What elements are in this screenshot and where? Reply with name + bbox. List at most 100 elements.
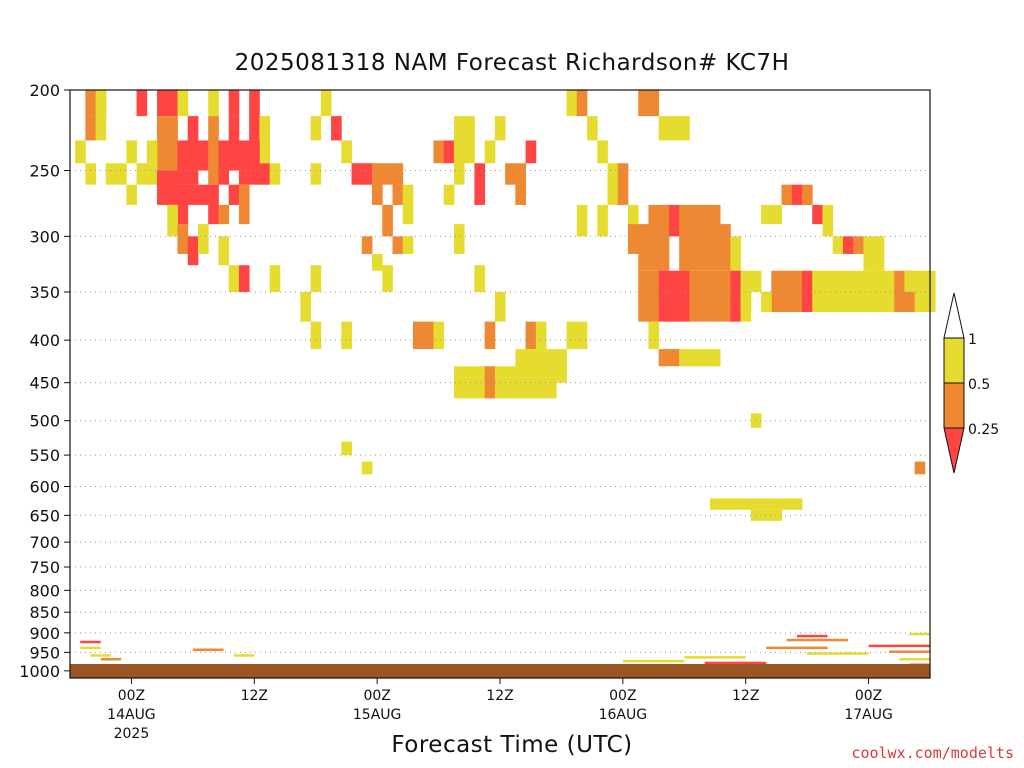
heatmap-cell (208, 90, 219, 117)
boundary-layer-cell (684, 656, 746, 659)
heatmap-cell (658, 270, 670, 322)
heatmap-cell (412, 321, 424, 350)
heatmap-cell (187, 184, 199, 205)
heatmap-cell (781, 270, 793, 313)
heatmap-cell (525, 321, 537, 350)
heatmap-cell (761, 498, 772, 510)
heatmap-cell (310, 321, 322, 350)
heatmap-cell (658, 349, 670, 367)
heatmap-cell (494, 116, 506, 141)
heatmap-cell (310, 116, 322, 141)
y-tick-label: 850 (29, 603, 60, 622)
heatmap-cell (679, 270, 690, 322)
heatmap-cell (668, 204, 680, 237)
heatmap-cell (802, 270, 813, 313)
heatmap-cell (576, 204, 588, 237)
heatmap-cell (157, 170, 168, 205)
heatmap-cell (730, 236, 741, 271)
heatmap-cell (576, 321, 588, 350)
heatmap-cell (597, 140, 608, 164)
heatmap-cell (228, 116, 240, 171)
heatmap-cell (382, 163, 393, 185)
heatmap-cell (679, 204, 690, 271)
y-tick-label: 750 (29, 558, 60, 577)
heatmap-cell (771, 270, 782, 313)
heatmap-cell (689, 270, 701, 322)
heatmap-cell (771, 509, 782, 521)
heatmap-cell (443, 184, 455, 205)
x-tick-label: 12Z (241, 688, 268, 704)
y-tick-label: 200 (29, 81, 60, 100)
heatmap-cell (177, 184, 189, 225)
heatmap-cell (699, 270, 711, 322)
y-tick-label: 250 (29, 162, 60, 181)
heatmap-cell (382, 265, 393, 292)
boundary-layer-cell (622, 659, 685, 663)
heatmap-cell (638, 224, 649, 271)
heatmap-cell (750, 413, 762, 428)
watermark: coolwx.com/modelts (851, 744, 1014, 762)
heatmap-cell (228, 265, 240, 292)
heatmap-cell (341, 441, 352, 456)
heatmap-cell (126, 140, 137, 164)
heatmap-cell (914, 461, 926, 475)
heatmap-cell (402, 184, 414, 225)
x-tick-label: 00Z (855, 688, 882, 704)
heatmap-cell (668, 270, 680, 322)
heatmap-cell (105, 163, 117, 185)
heatmap-cell (576, 90, 588, 117)
heatmap-cell (136, 90, 148, 117)
heatmap-cell (709, 204, 721, 271)
heatmap-cell (679, 116, 690, 141)
heatmap-cell (761, 204, 772, 225)
boundary-layer-cell (90, 654, 111, 657)
heatmap-cell (341, 140, 352, 164)
heatmap-cell (842, 236, 854, 254)
heatmap-cell (177, 224, 189, 254)
heatmap-cell (750, 270, 762, 292)
heatmap-cell (894, 270, 905, 313)
heatmap-cell (689, 204, 701, 271)
heatmap-cell (361, 236, 373, 254)
heatmap-cell (238, 265, 250, 292)
heatmap-cell (679, 349, 690, 367)
heatmap-cell (668, 116, 680, 141)
heatmap-cell (300, 291, 311, 322)
heatmap-cell (187, 236, 199, 266)
boundary-layer-cell (899, 657, 930, 661)
heatmap-cell (167, 90, 178, 117)
heatmap-cell (341, 321, 352, 350)
heatmap-cell (218, 236, 230, 266)
heatmap-cell (587, 116, 598, 141)
heatmap-cell (484, 140, 496, 164)
heatmap-cell (259, 163, 271, 185)
y-tick-label: 350 (29, 283, 60, 302)
y-tick-label: 950 (29, 643, 60, 662)
heatmap-cell (197, 224, 209, 254)
boundary-layer-cell (868, 644, 930, 648)
heatmap-cell (146, 163, 158, 185)
heatmap-cell (638, 90, 649, 117)
heatmap-cell (197, 140, 209, 171)
colorbar-label: 0.25 (968, 422, 999, 438)
heatmap-cell (699, 349, 711, 367)
heatmap-cell (842, 270, 854, 313)
heatmap-cell (85, 163, 96, 185)
heatmap-cell (238, 184, 250, 225)
heatmap-cell (218, 204, 230, 225)
heatmap-cell (269, 265, 281, 292)
heatmap-cell (331, 116, 342, 141)
heatmap-cell (566, 90, 578, 117)
heatmap-cell (269, 163, 281, 185)
heatmap-cell (791, 270, 803, 313)
heatmap-cell (617, 163, 629, 205)
heatmap-cell (556, 349, 567, 383)
heatmap-cell (904, 270, 916, 292)
heatmap-cell (535, 321, 547, 350)
heatmap-cell (740, 291, 752, 313)
heatmap-cell (761, 509, 772, 521)
heatmap-cell (157, 90, 168, 117)
y-tick-label: 400 (29, 331, 60, 350)
chart-title: 2025081318 NAM Forecast Richardson# KC7H (234, 50, 790, 76)
heatmap-cell (822, 270, 834, 313)
